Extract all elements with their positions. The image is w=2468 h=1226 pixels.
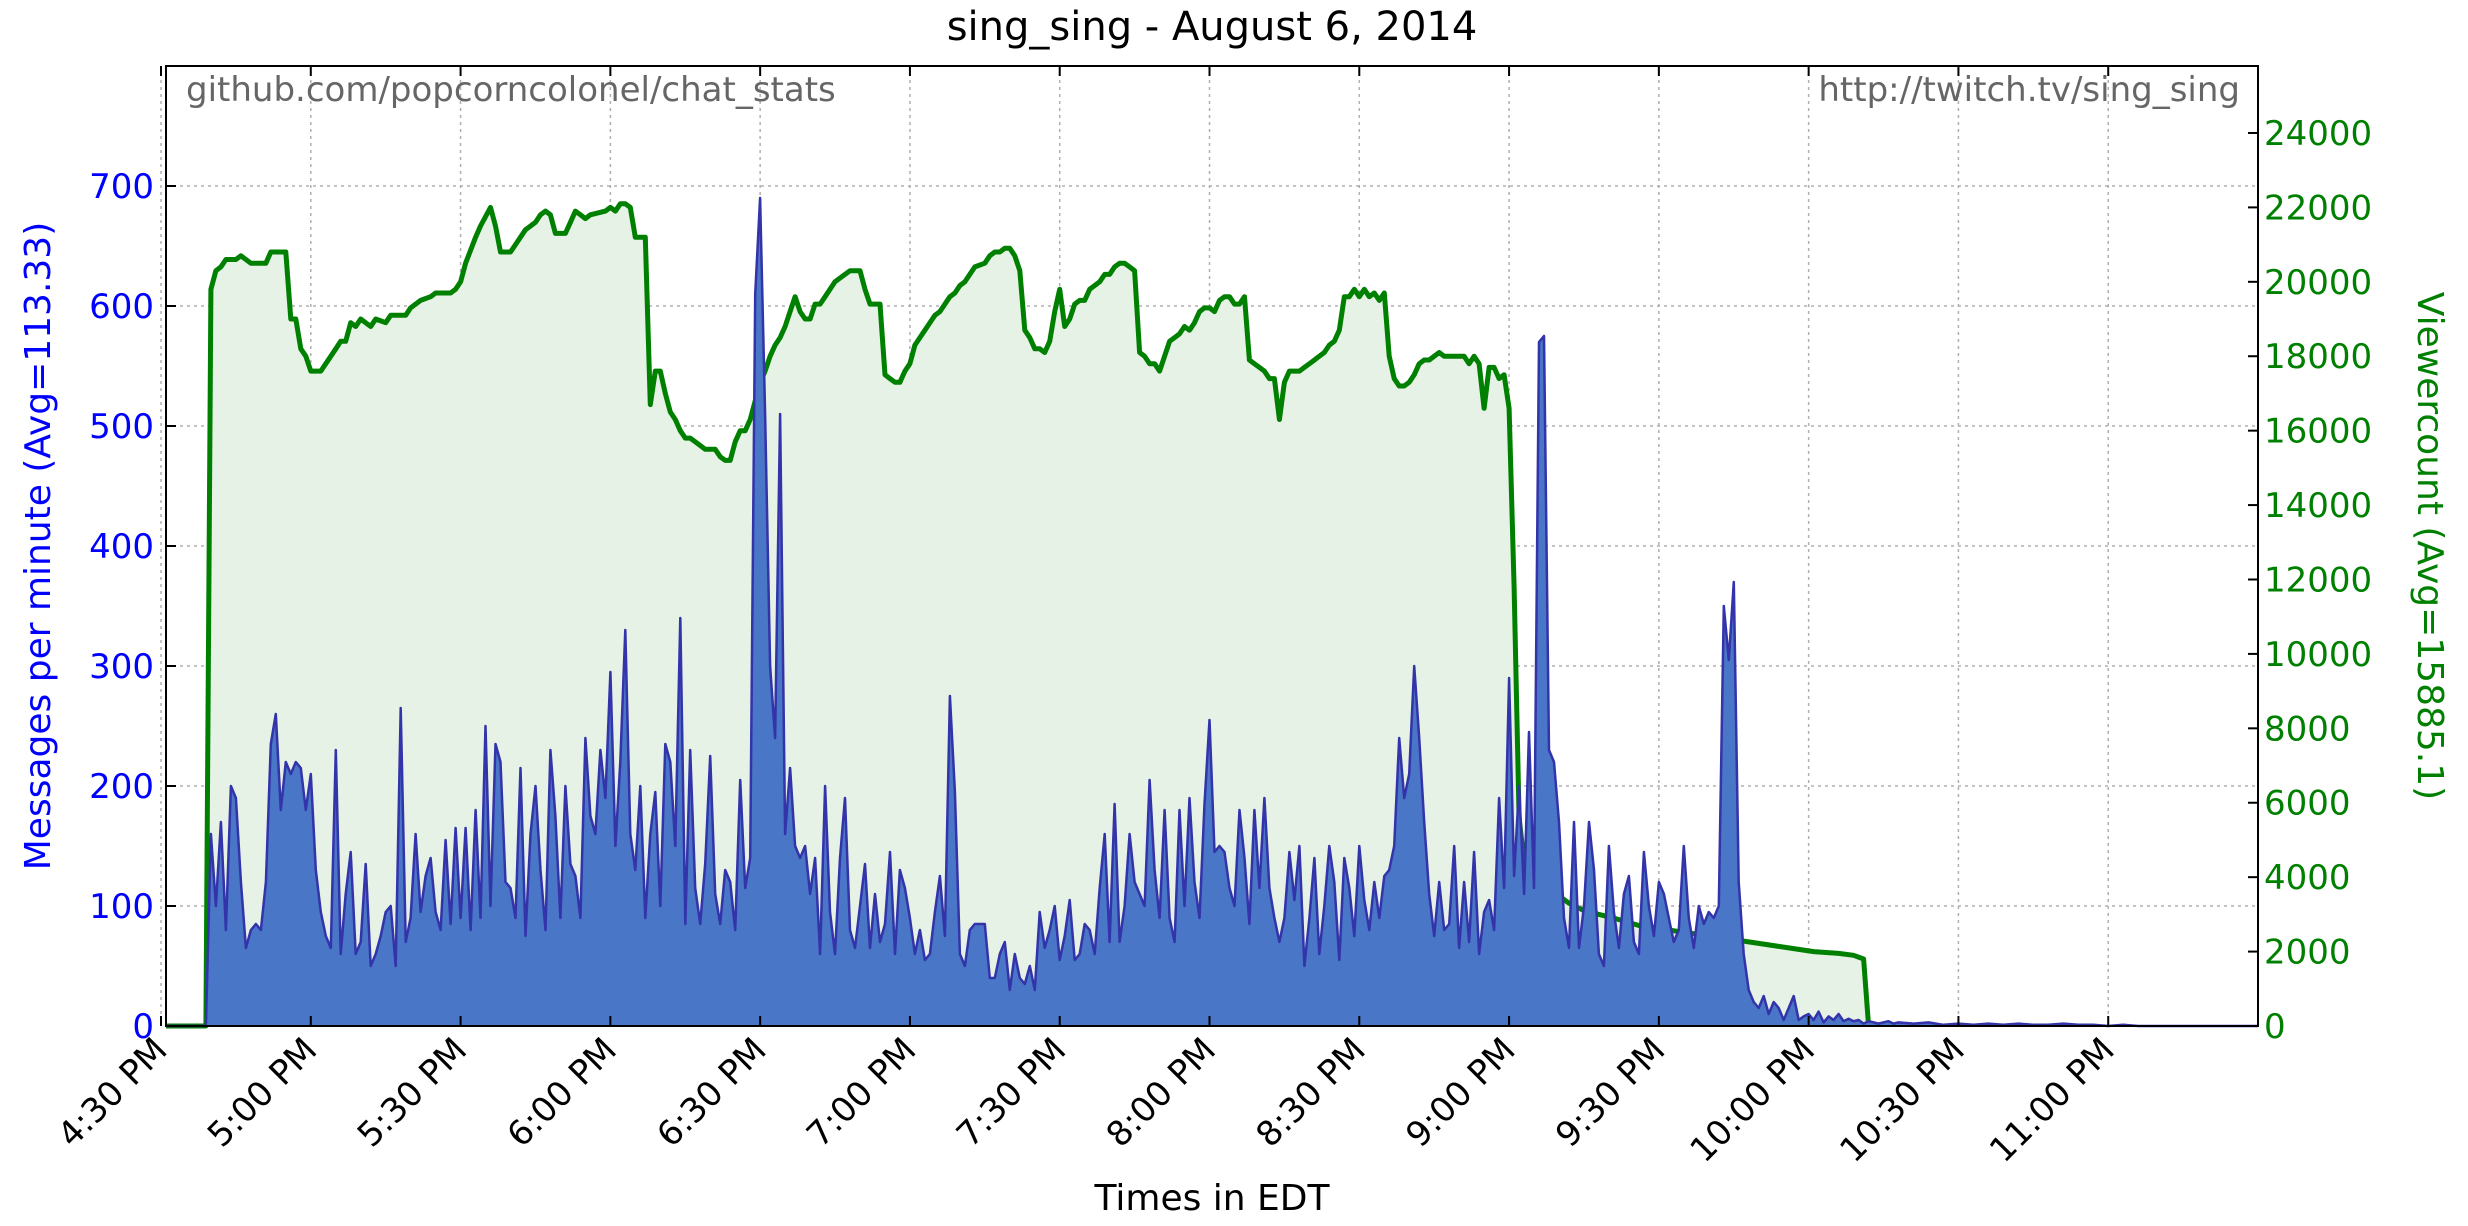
- right-tick-label: 0: [2264, 1007, 2286, 1047]
- x-axis-label: Times in EDT: [1093, 1178, 1330, 1219]
- right-tick-label: 14000: [2264, 486, 2372, 526]
- left-tick-label: 100: [89, 887, 154, 927]
- right-axis: 0 2000 4000 6000 8000 10000 12000 14000 16000 180…: [2248, 114, 2372, 1047]
- right-tick-label: 20000: [2264, 263, 2372, 303]
- x-tick-label: 4:30 PM: [50, 1030, 175, 1155]
- x-tick-label: 7:30 PM: [949, 1030, 1074, 1155]
- x-tick-label: 8:00 PM: [1099, 1030, 1224, 1155]
- x-tick-label: 6:30 PM: [649, 1030, 774, 1155]
- left-tick-label: 700: [89, 167, 154, 207]
- x-tick-label: 10:30 PM: [1832, 1030, 1972, 1170]
- left-tick-label: 0: [132, 1007, 154, 1047]
- x-tick-label: 5:00 PM: [200, 1030, 325, 1155]
- x-tick-label: 8:30 PM: [1248, 1030, 1373, 1155]
- right-tick-label: 4000: [2264, 858, 2351, 898]
- annotation-source: github.com/popcorncolonel/chat_stats: [186, 70, 836, 110]
- left-axis-label: Messages per minute (Avg=113.33): [18, 222, 59, 871]
- x-tick-label: 11:00 PM: [1982, 1030, 2122, 1170]
- left-axis: 0 100 200 300 400 500 600 700: [89, 167, 176, 1047]
- x-tick-label: 10:00 PM: [1683, 1030, 1823, 1170]
- x-tick-label: 7:00 PM: [799, 1030, 924, 1155]
- right-tick-label: 2000: [2264, 933, 2351, 973]
- left-tick-label: 200: [89, 767, 154, 807]
- left-tick-label: 300: [89, 647, 154, 687]
- series-layer: [166, 196, 2258, 1029]
- right-tick-label: 8000: [2264, 709, 2351, 749]
- right-tick-label: 10000: [2264, 635, 2372, 675]
- right-tick-label: 22000: [2264, 188, 2372, 228]
- left-tick-label: 600: [89, 287, 154, 327]
- right-tick-label: 12000: [2264, 560, 2372, 600]
- left-tick-label: 500: [89, 407, 154, 447]
- right-tick-label: 6000: [2264, 784, 2351, 824]
- left-tick-label: 400: [89, 527, 154, 567]
- right-tick-label: 16000: [2264, 412, 2372, 452]
- viewers-line: [166, 201, 1872, 1029]
- annotation-channel: http://twitch.tv/sing_sing: [1818, 70, 2240, 110]
- messages-line: [166, 196, 2258, 1028]
- x-tick-label: 6:00 PM: [500, 1030, 625, 1155]
- x-tick-label: 9:00 PM: [1398, 1030, 1523, 1155]
- right-tick-label: 18000: [2264, 337, 2372, 377]
- chart-title: sing_sing - August 6, 2014: [947, 4, 1478, 50]
- x-tick-label: 5:30 PM: [350, 1030, 475, 1155]
- right-tick-label: 24000: [2264, 114, 2372, 154]
- right-axis-label: Viewercount (Avg=15885.1): [2409, 292, 2450, 800]
- x-tick-label: 9:30 PM: [1548, 1030, 1673, 1155]
